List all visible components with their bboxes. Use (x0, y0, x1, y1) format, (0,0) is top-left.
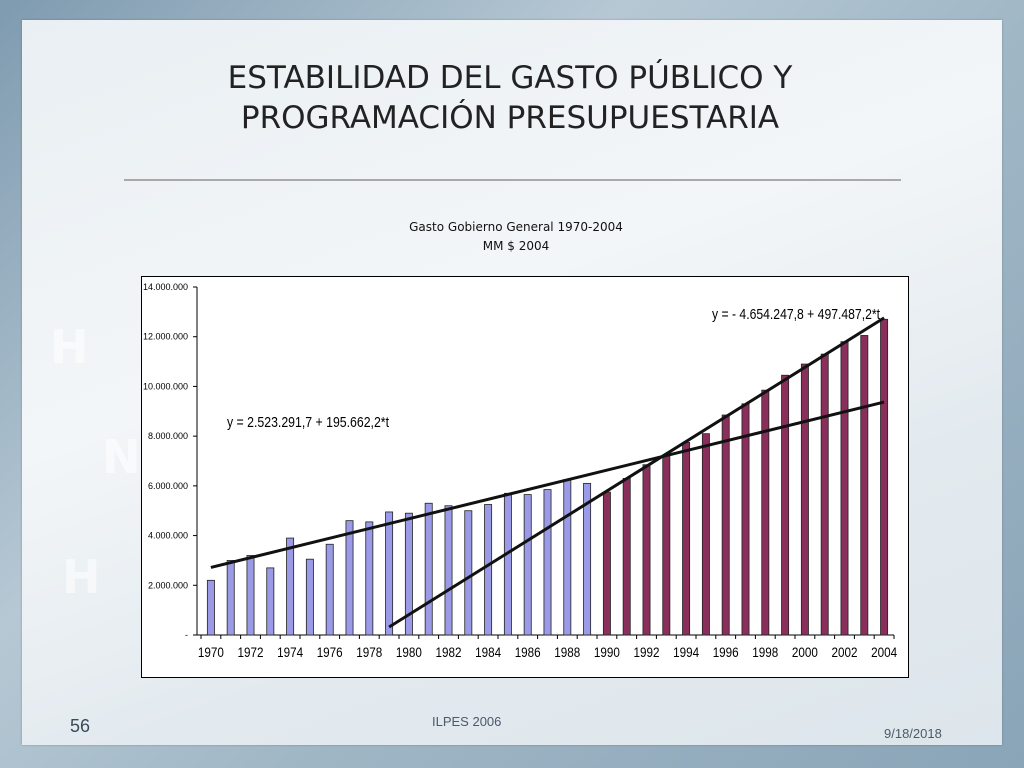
background-decoration: H (50, 320, 89, 374)
y-tick-label: 2.000.000 (148, 580, 188, 590)
bar (464, 510, 473, 636)
bar (622, 477, 631, 636)
bar (800, 363, 809, 636)
bar (444, 505, 453, 636)
bar (365, 521, 374, 636)
x-tick-label: 1978 (356, 644, 382, 660)
x-tick-label: 1992 (634, 644, 660, 660)
x-tick-label: 1972 (238, 644, 264, 660)
footer-organization: ILPES 2006 (432, 714, 502, 729)
trendline-equation: y = - 4.654.247,8 + 497.487,2*t (712, 306, 881, 323)
x-tick-label: 1994 (673, 644, 699, 660)
trendline (388, 316, 885, 629)
trendline-equation: y = 2.523.291,7 + 195.662,2*t (227, 414, 390, 431)
bar (662, 454, 671, 636)
background-decoration: N (102, 430, 141, 484)
y-tick-label: 4.000.000 (148, 531, 188, 541)
bar (840, 341, 849, 636)
bar (682, 441, 691, 636)
x-tick-label: 2004 (871, 644, 897, 660)
bar (266, 567, 275, 636)
bar (701, 433, 710, 636)
x-tick-label: 2000 (792, 644, 818, 660)
bar (206, 579, 215, 636)
x-tick-label: 1974 (277, 644, 303, 660)
x-tick-label: 1988 (554, 644, 580, 660)
x-tick-label: 1996 (713, 644, 739, 660)
bar (642, 464, 651, 636)
bar (385, 511, 394, 636)
slide-title-line-1: ESTABILIDAD DEL GASTO PÚBLICO Y (227, 60, 793, 96)
bar (503, 492, 512, 636)
chart-title: Gasto Gobierno General 1970-2004 (409, 220, 623, 234)
y-tick-label: 14.000.000 (143, 282, 188, 292)
bar (781, 374, 790, 636)
x-tick-label: 1976 (317, 644, 343, 660)
footer-date: 9/18/2018 (884, 726, 942, 741)
bar (563, 479, 572, 636)
x-tick-label: 1990 (594, 644, 620, 660)
y-tick-label: 12.000.000 (143, 332, 188, 342)
bar (523, 494, 532, 636)
title-divider (124, 179, 901, 181)
bar (741, 403, 750, 636)
bar (602, 491, 611, 636)
y-tick-label: - (185, 630, 188, 640)
y-tick-label: 8.000.000 (148, 431, 188, 441)
bar (880, 318, 889, 636)
bar (761, 389, 770, 636)
chart-area: - 2.000.000 4.000.000 6.000.000 8.000.000 10.… (141, 276, 909, 678)
bar (325, 543, 334, 636)
y-tick-label: 10.000.000 (143, 381, 188, 391)
chart-title-block: Gasto Gobierno General 1970-2004 MM $ 20… (300, 218, 732, 256)
bar (820, 353, 829, 636)
slide-number: 56 (70, 716, 91, 736)
slide-title-line-2: PROGRAMACIÓN PRESUPUESTARIA (240, 100, 780, 136)
x-tick-label: 1982 (436, 644, 462, 660)
bar (286, 537, 295, 636)
bar-chart: - 2.000.000 4.000.000 6.000.000 8.000.000 10.… (143, 282, 897, 660)
bar (424, 502, 433, 636)
x-tick-label: 1980 (396, 644, 422, 660)
bar (305, 558, 314, 636)
x-tick-label: 2002 (832, 644, 858, 660)
bar (583, 482, 592, 636)
x-tick-label: 1970 (198, 644, 224, 660)
bar (721, 414, 730, 636)
chart-subtitle: MM $ 2004 (482, 239, 550, 253)
x-tick-label: 1984 (475, 644, 501, 660)
x-tick-label: 1998 (752, 644, 778, 660)
bar (246, 555, 255, 636)
x-tick-label: 1986 (515, 644, 541, 660)
y-tick-label: 6.000.000 (148, 481, 188, 491)
background-decoration: H (62, 550, 101, 604)
bar (484, 504, 493, 636)
bar (543, 489, 552, 636)
bar (860, 335, 869, 636)
trendline (210, 400, 885, 569)
bar (345, 520, 354, 636)
slide-title: ESTABILIDAD DEL GASTO PÚBLICO Y PROGRAMA… (80, 58, 940, 138)
bar (226, 560, 235, 636)
bar (404, 512, 413, 636)
